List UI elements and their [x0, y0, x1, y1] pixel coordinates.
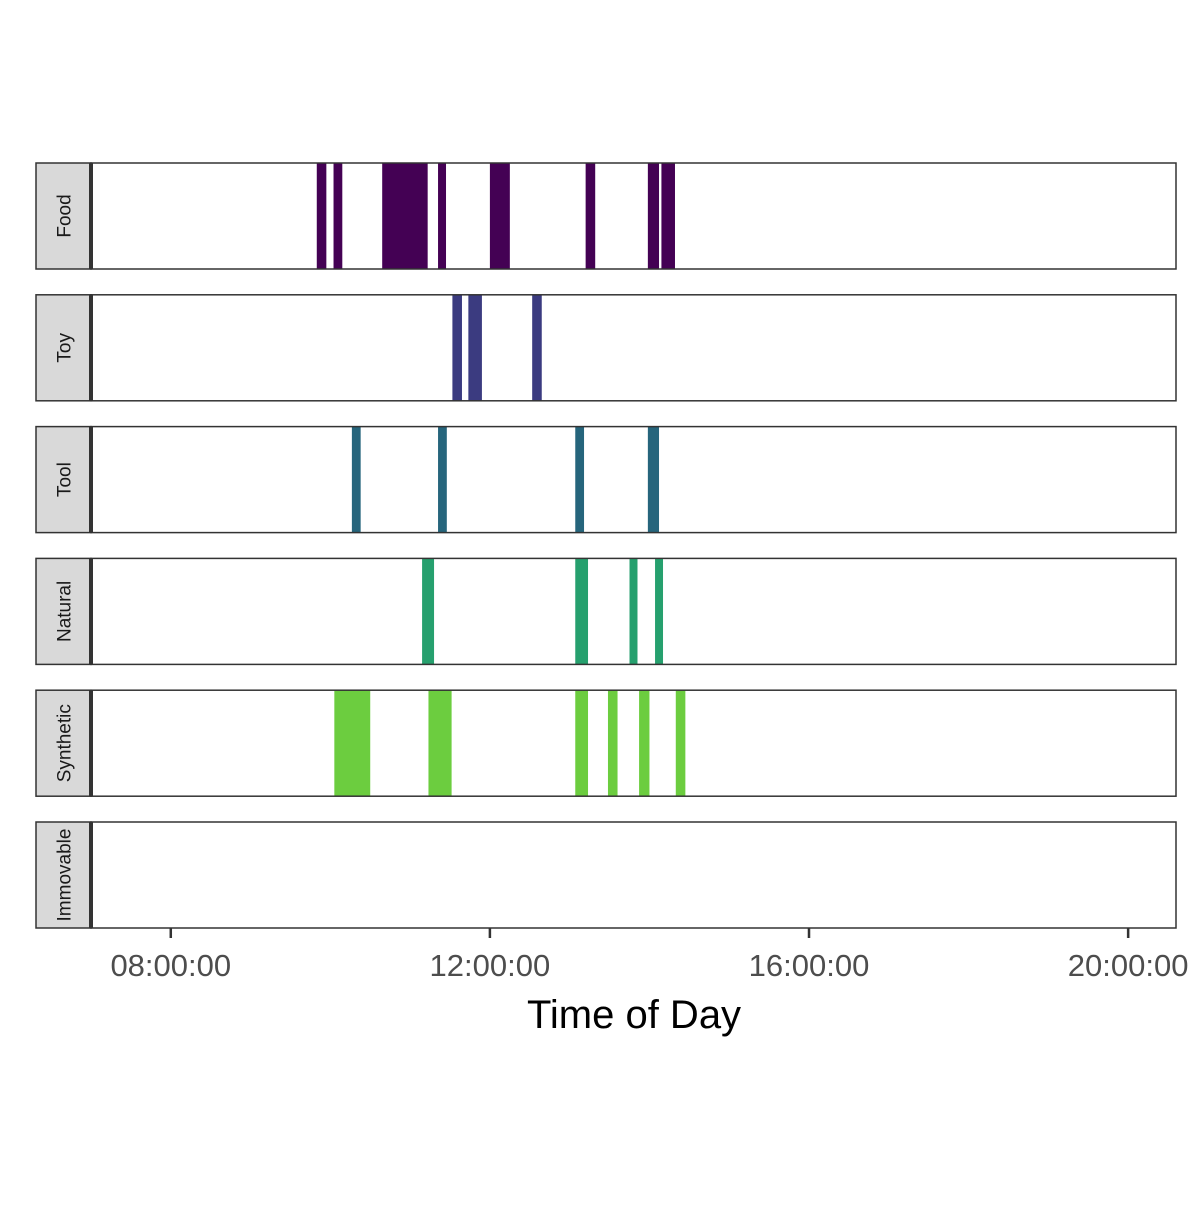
x-tick-label-3: 16:00:00 [749, 948, 870, 983]
panels-layer: Food Toy Tool Natural Synthetic Immovable [35, 162, 1177, 929]
strip-label-toy: Toy [55, 333, 76, 363]
strip-label-natural: Natural [55, 581, 76, 642]
event-bar-toy-2 [468, 294, 482, 401]
event-bar-toy-1 [452, 294, 462, 401]
event-bar-natural-2 [575, 558, 589, 665]
panel-immovable: Immovable [35, 821, 1177, 929]
panel-background-tool [91, 426, 1176, 533]
panel-natural: Natural [35, 557, 1177, 666]
event-bar-tool-4 [647, 426, 660, 533]
event-bar-synthetic-2 [428, 690, 452, 797]
x-tick-label-1: 08:00:00 [110, 948, 231, 983]
event-bar-tool-3 [575, 426, 585, 533]
strip-label-immovable: Immovable [55, 829, 76, 922]
event-bar-natural-4 [655, 558, 664, 665]
panel-background-immovable [91, 822, 1176, 928]
x-axis-title: Time of Day [527, 993, 741, 1037]
event-bar-food-1 [316, 163, 327, 269]
event-bar-natural-3 [629, 558, 638, 665]
event-bar-tool-2 [438, 426, 447, 533]
event-bar-natural-1 [422, 558, 435, 665]
panel-background-synthetic [91, 690, 1176, 797]
event-bar-food-8 [661, 163, 675, 269]
panel-background-food [91, 163, 1176, 269]
x-axis: 08:00:00 12:00:00 16:00:00 20:00:00 [110, 928, 1188, 983]
event-bar-tool-1 [351, 426, 361, 533]
panel-food: Food [35, 162, 1177, 270]
strip-food [35, 162, 92, 270]
strip-tool [35, 425, 92, 534]
event-bar-food-3 [382, 163, 428, 269]
panel-synthetic: Synthetic [35, 689, 1177, 797]
strip-immovable [35, 821, 92, 929]
event-bar-synthetic-6 [675, 690, 686, 797]
event-bar-synthetic-5 [639, 690, 650, 797]
strip-label-tool: Tool [55, 462, 76, 497]
strip-label-synthetic: Synthetic [55, 704, 76, 782]
panel-toy: Toy [35, 294, 1177, 402]
event-bar-food-5 [489, 163, 510, 269]
event-bar-food-7 [647, 163, 660, 269]
event-bar-synthetic-3 [575, 690, 589, 797]
strip-label-food: Food [55, 194, 76, 237]
event-bar-synthetic-4 [607, 690, 618, 797]
x-tick-label-4: 20:00:00 [1068, 948, 1189, 983]
panel-background-toy [91, 294, 1176, 401]
x-tick-label-2: 12:00:00 [430, 948, 551, 983]
event-bar-toy-3 [532, 294, 542, 401]
event-bar-synthetic-1 [334, 690, 371, 797]
strip-natural [35, 557, 92, 666]
event-bar-food-4 [438, 163, 447, 269]
event-bar-food-6 [585, 163, 596, 269]
strip-synthetic [35, 689, 92, 797]
event-bar-food-2 [333, 163, 343, 269]
panel-tool: Tool [35, 425, 1177, 534]
